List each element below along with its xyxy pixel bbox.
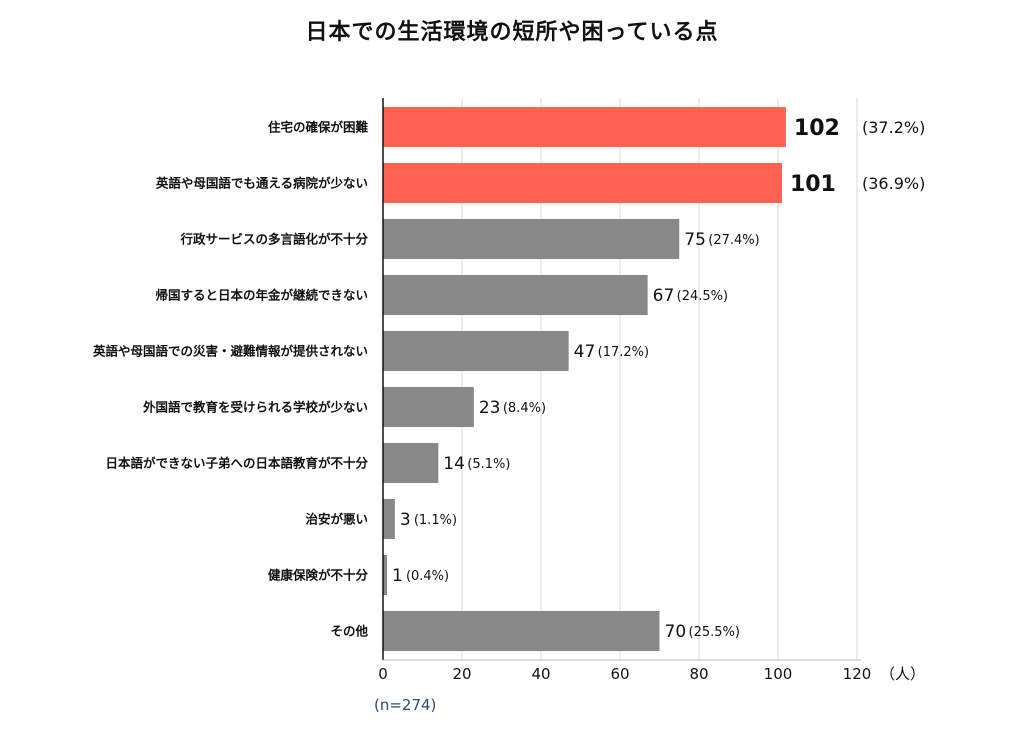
category-label: 住宅の確保が困難 [268,120,369,135]
percent-label: (24.5%) [677,289,728,304]
value-label: 70 [665,622,687,642]
bar [383,275,648,315]
category-label: 英語や母国語での災害・避難情報が提供されない [93,344,368,359]
value-label: 47 [574,342,596,362]
value-label: 23 [479,398,501,418]
category-label: 帰国すると日本の年金が継続できない [155,288,368,303]
bar [383,555,387,595]
bar [383,163,782,203]
x-tick-label: 60 [610,665,629,683]
bar [383,499,395,539]
percent-label: (17.2%) [598,345,649,360]
x-tick-label: 80 [689,665,708,683]
value-label: 3 [400,510,411,530]
bar [383,443,439,483]
category-label: 治安が悪い [305,512,368,527]
percent-label: (1.1%) [414,513,457,528]
percent-label: (25.5%) [689,625,740,640]
bar [383,387,474,427]
chart-title: 日本での生活環境の短所や困っている点 [305,20,719,45]
percent-label: (36.9%) [862,174,925,193]
value-label: 101 [790,172,836,197]
category-label: 英語や母国語でも通える病院が少ない [156,176,368,191]
x-tick-label: 100 [764,665,793,683]
x-unit-label: （人） [880,665,925,683]
category-label: その他 [330,624,368,639]
x-tick-label: 40 [531,665,550,683]
bar [383,219,680,259]
bar [383,107,786,147]
percent-label: (27.4%) [708,233,759,248]
bar [383,331,569,371]
category-label: 健康保険が不十分 [268,568,369,583]
percent-label: (37.2%) [862,118,925,137]
value-label: 14 [443,454,465,474]
value-label: 102 [794,116,840,141]
value-label: 75 [684,230,706,250]
category-label: 日本語ができない子弟への日本語教育が不十分 [105,456,368,471]
value-label: 1 [392,566,403,586]
x-tick-label: 120 [843,665,872,683]
value-label: 67 [653,286,675,306]
category-label: 行政サービスの多言語化が不十分 [179,232,368,247]
sample-size-label: (n=274) [374,696,436,714]
category-label: 外国語で教育を受けられる学校が少ない [142,400,368,415]
percent-label: (5.1%) [467,457,510,472]
x-tick-label: 0 [378,665,388,683]
percent-label: (8.4%) [503,401,546,416]
x-tick-label: 20 [452,665,471,683]
percent-label: (0.4%) [406,569,449,584]
bar [383,611,660,651]
